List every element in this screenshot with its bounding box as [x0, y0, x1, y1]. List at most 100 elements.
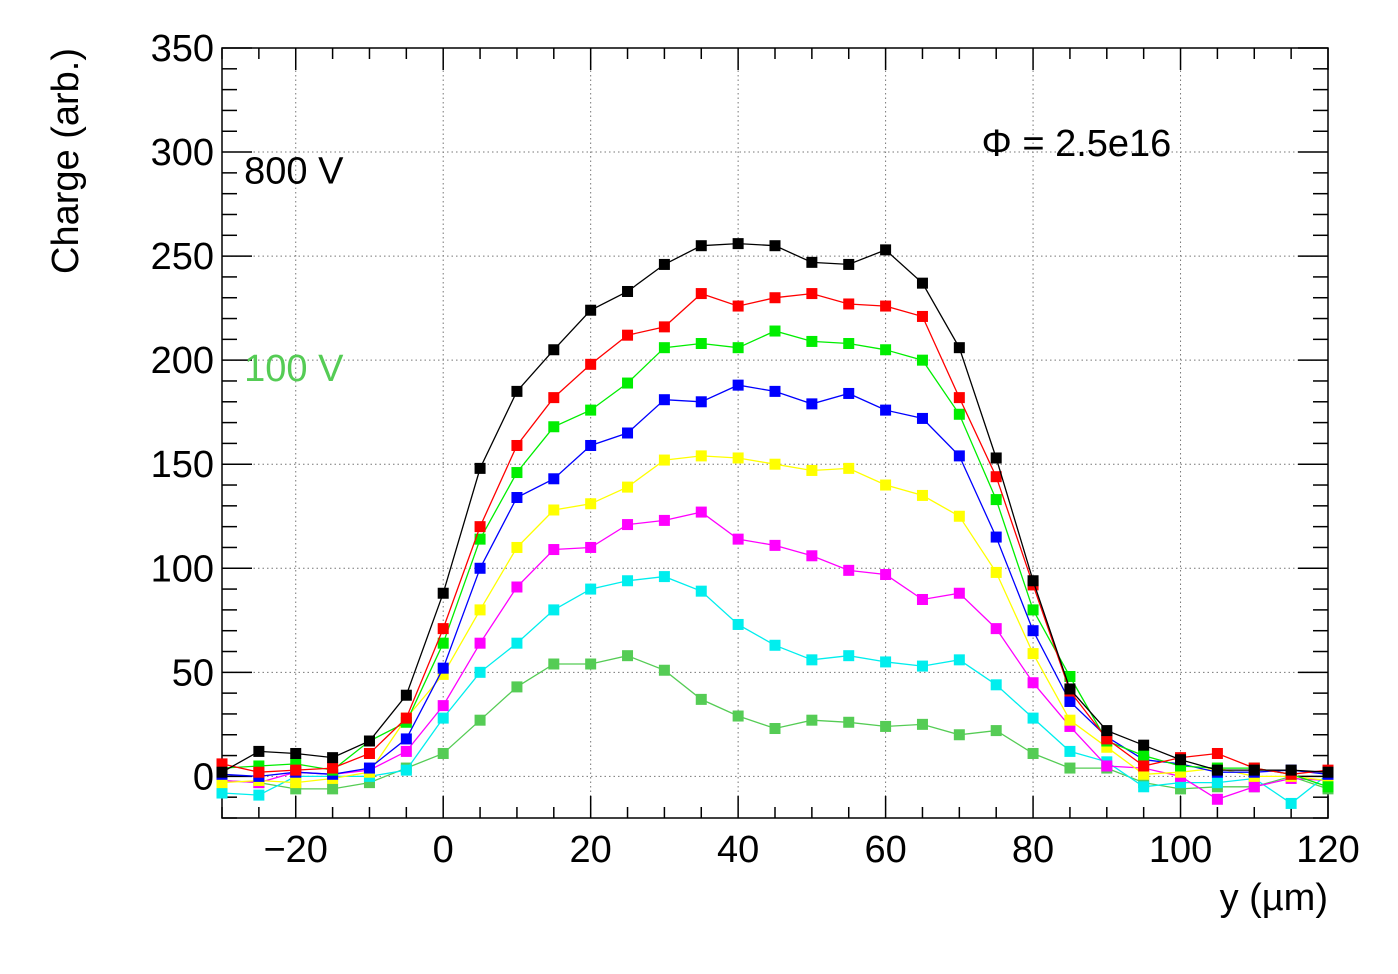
- annotations: 800 V 100 V Φ = 2.5e16: [244, 123, 1171, 390]
- data-point: [1175, 754, 1187, 766]
- series-300-v: [216, 506, 1334, 805]
- tick-labels: −20 0 20 40 60 80 100 120 0 50 100 150 200 250 300 350: [151, 28, 1360, 871]
- data-point: [880, 344, 892, 356]
- data-point: [474, 637, 486, 649]
- data-point: [990, 679, 1002, 691]
- data-point: [290, 783, 302, 795]
- data-point: [880, 244, 892, 256]
- data-point: [695, 396, 707, 408]
- data-point: [216, 787, 228, 799]
- data-point: [990, 471, 1002, 483]
- data-point: [1027, 575, 1039, 587]
- data-point: [1064, 670, 1076, 682]
- data-point: [1285, 764, 1297, 776]
- data-point: [953, 392, 965, 404]
- data-point: [511, 467, 523, 479]
- data-point: [253, 766, 265, 778]
- data-point: [1248, 764, 1260, 776]
- x-tick-label: 40: [717, 829, 759, 871]
- data-point: [622, 481, 634, 493]
- data-point: [548, 604, 560, 616]
- data-point: [474, 562, 486, 574]
- data-point: [400, 733, 412, 745]
- data-point: [548, 504, 560, 516]
- data-point: [990, 452, 1002, 464]
- data-point: [548, 473, 560, 485]
- data-point: [990, 494, 1002, 506]
- data-point: [1064, 714, 1076, 726]
- data-point: [327, 752, 339, 764]
- data-point: [290, 777, 302, 789]
- data-point: [585, 404, 597, 416]
- data-point: [1211, 764, 1223, 776]
- data-point: [400, 689, 412, 701]
- data-point: [1138, 760, 1150, 772]
- data-point: [216, 766, 228, 778]
- data-point: [474, 533, 486, 545]
- data-point: [953, 654, 965, 666]
- data-point: [732, 618, 744, 630]
- data-point: [806, 654, 818, 666]
- x-tick-label: 20: [570, 829, 612, 871]
- x-axis-title: y (µm): [1220, 877, 1328, 919]
- series-700-v: [216, 288, 1334, 780]
- data-point: [474, 462, 486, 474]
- data-point: [1175, 766, 1187, 778]
- data-point: [1064, 762, 1076, 774]
- y-tick-label: 350: [151, 28, 214, 70]
- data-point: [437, 637, 449, 649]
- data-point: [769, 723, 781, 735]
- data-point: [953, 408, 965, 420]
- annotation-label: 100 V: [244, 348, 344, 390]
- data-point: [732, 238, 744, 250]
- data-point: [1322, 775, 1334, 787]
- data-point: [953, 587, 965, 599]
- data-point: [327, 783, 339, 795]
- data-point: [400, 712, 412, 724]
- x-tick-label: 0: [433, 829, 454, 871]
- data-point: [622, 285, 634, 297]
- data-point: [806, 256, 818, 268]
- y-tick-label: 150: [151, 444, 214, 486]
- data-point: [253, 760, 265, 772]
- data-point: [843, 716, 855, 728]
- annotation-label: 800 V: [244, 150, 344, 192]
- data-point: [769, 240, 781, 252]
- data-point: [990, 531, 1002, 543]
- data-point: [916, 718, 928, 730]
- data-point: [769, 639, 781, 651]
- data-point: [1027, 747, 1039, 759]
- data-point: [658, 664, 670, 676]
- series-400-v: [216, 450, 1334, 789]
- data-point: [1175, 777, 1187, 789]
- data-point: [953, 342, 965, 354]
- data-point: [843, 258, 855, 270]
- data-point: [474, 666, 486, 678]
- data-point: [622, 427, 634, 439]
- x-tick-label: −20: [263, 829, 327, 871]
- data-point: [437, 747, 449, 759]
- data-point: [1248, 781, 1260, 793]
- data-point: [290, 758, 302, 770]
- data-point: [658, 321, 670, 333]
- data-point: [769, 325, 781, 337]
- data-point: [695, 338, 707, 350]
- data-point: [695, 288, 707, 300]
- data-point: [990, 725, 1002, 737]
- data-point: [585, 658, 597, 670]
- x-tick-label: 60: [864, 829, 906, 871]
- data-point: [843, 462, 855, 474]
- data-point: [695, 450, 707, 462]
- data-point: [474, 604, 486, 616]
- data-point: [769, 458, 781, 470]
- data-point: [511, 681, 523, 693]
- y-tick-label: 250: [151, 236, 214, 278]
- data-point: [511, 581, 523, 593]
- data-point: [585, 498, 597, 510]
- data-point: [769, 292, 781, 304]
- annotation-label: Φ = 2.5e16: [981, 123, 1171, 165]
- data-point: [1211, 793, 1223, 805]
- data-point: [658, 394, 670, 406]
- data-point: [806, 464, 818, 476]
- data-point: [990, 623, 1002, 635]
